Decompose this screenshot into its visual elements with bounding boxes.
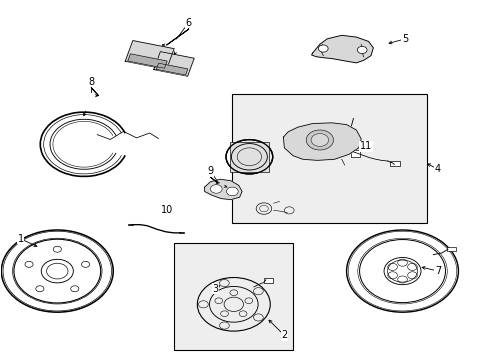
Text: 8: 8 (88, 77, 94, 87)
Polygon shape (127, 54, 167, 68)
Polygon shape (154, 51, 194, 76)
Text: 10: 10 (160, 205, 172, 215)
Bar (389, 161, 399, 166)
Text: 1: 1 (18, 234, 24, 244)
Text: 11: 11 (359, 141, 371, 151)
Circle shape (305, 130, 333, 150)
Text: 9: 9 (207, 166, 213, 176)
Text: 3: 3 (212, 284, 218, 294)
Bar (232, 94, 426, 223)
Text: 6: 6 (185, 18, 191, 28)
Bar (446, 247, 455, 251)
Bar (229, 142, 268, 172)
Polygon shape (125, 41, 174, 69)
Circle shape (318, 45, 327, 52)
Circle shape (210, 185, 222, 193)
Text: 4: 4 (434, 164, 440, 174)
Circle shape (226, 187, 238, 196)
Polygon shape (283, 123, 361, 160)
Bar (351, 150, 360, 157)
Circle shape (357, 46, 366, 54)
Polygon shape (204, 179, 242, 200)
Text: 7: 7 (434, 266, 440, 276)
Text: 2: 2 (281, 330, 287, 341)
Circle shape (310, 134, 328, 147)
Bar (263, 278, 273, 283)
Text: 5: 5 (401, 34, 407, 44)
Polygon shape (156, 63, 187, 75)
Polygon shape (311, 35, 372, 63)
Bar (174, 243, 292, 350)
